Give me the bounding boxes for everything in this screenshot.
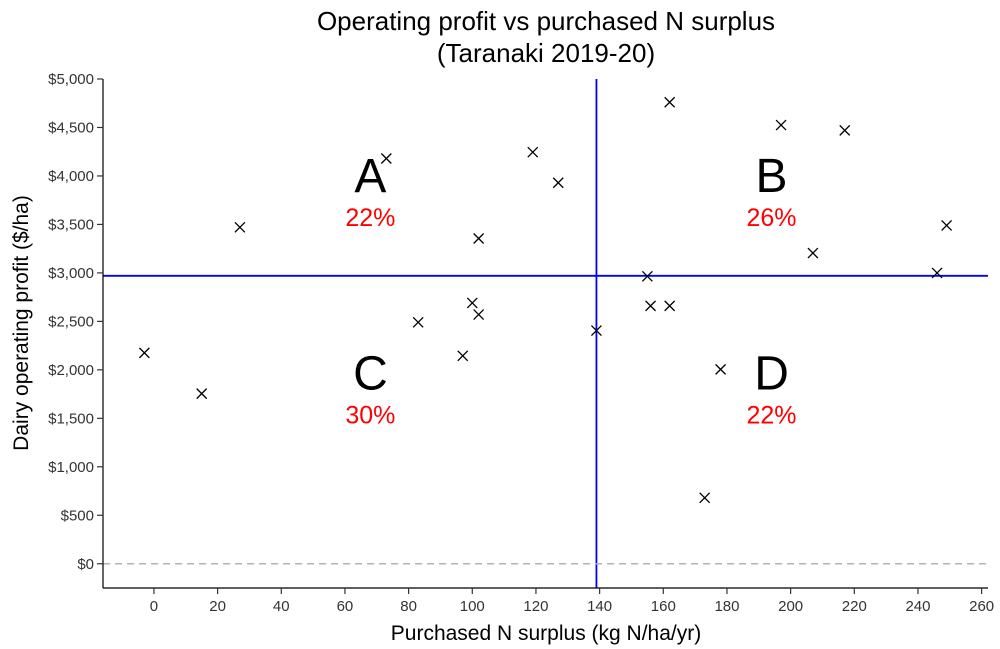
quadrant-percent: 22% bbox=[345, 204, 395, 232]
data-point bbox=[715, 363, 727, 375]
x-tick-label: 140 bbox=[587, 598, 612, 615]
quadrant-labels: A22%B26%C30%D22% bbox=[345, 150, 796, 430]
y-tick-label: $0 bbox=[77, 556, 94, 573]
y-tick-label: $500 bbox=[61, 507, 94, 524]
x-tick-label: 40 bbox=[273, 598, 290, 615]
data-point bbox=[466, 297, 478, 309]
data-points bbox=[138, 96, 953, 504]
data-point bbox=[552, 177, 564, 189]
data-point bbox=[775, 119, 787, 131]
quadrant-letter: C bbox=[353, 348, 388, 401]
x-tick-label: 60 bbox=[337, 598, 354, 615]
data-point bbox=[412, 316, 424, 328]
quadrant-percent: 22% bbox=[747, 402, 797, 430]
data-point bbox=[645, 300, 657, 312]
data-point bbox=[807, 247, 819, 259]
x-tick-label: 80 bbox=[400, 598, 417, 615]
x-tick-label: 200 bbox=[778, 598, 803, 615]
y-tick-label: $3,000 bbox=[48, 265, 94, 282]
y-tick-label: $2,000 bbox=[48, 362, 94, 379]
quadrant-percent: 26% bbox=[747, 204, 797, 232]
data-point bbox=[641, 270, 653, 282]
x-tick-label: 180 bbox=[714, 598, 739, 615]
data-point bbox=[380, 153, 392, 164]
x-axis: 0 20 40 60 80 100 120 140 160 180 200 220 240 260 bbox=[103, 587, 994, 615]
quadrant-letter: A bbox=[354, 150, 386, 203]
x-tick-label: 240 bbox=[905, 598, 930, 615]
data-point bbox=[473, 233, 485, 244]
chart-title-line-2: (Taranaki 2019-20) bbox=[437, 38, 655, 68]
x-tick-label: 120 bbox=[523, 598, 548, 615]
y-tick-label: $4,000 bbox=[48, 168, 94, 185]
x-tick-label: 20 bbox=[209, 598, 226, 615]
data-point bbox=[234, 221, 246, 233]
data-point bbox=[941, 219, 953, 231]
data-point bbox=[527, 146, 539, 158]
x-tick-label: 160 bbox=[651, 598, 676, 615]
reference-lines bbox=[103, 79, 988, 588]
x-axis-title: Purchased N surplus (kg N/ha/yr) bbox=[391, 622, 701, 645]
y-tick-label: $4,500 bbox=[48, 119, 94, 136]
chart-title-line-1: Operating profit vs purchased N surplus bbox=[317, 6, 775, 36]
quadrant-percent: 30% bbox=[345, 402, 395, 430]
quadrant-letter: D bbox=[754, 348, 789, 401]
y-tick-label: $1,500 bbox=[48, 410, 94, 427]
data-point bbox=[839, 124, 851, 136]
data-point bbox=[138, 347, 150, 359]
data-point bbox=[457, 350, 469, 362]
data-point bbox=[473, 309, 485, 321]
x-tick-label: 220 bbox=[842, 598, 867, 615]
x-tick-label: 0 bbox=[150, 598, 158, 615]
y-axis: $0 $500 $1,000 $1,500 $2,000 $2,500 $3,000 $3,5… bbox=[48, 71, 104, 588]
y-tick-label: $5,000 bbox=[48, 71, 94, 88]
data-point bbox=[664, 300, 676, 312]
y-tick-label: $3,500 bbox=[48, 216, 94, 233]
data-point bbox=[699, 492, 711, 504]
data-point bbox=[590, 325, 602, 337]
data-point bbox=[664, 96, 676, 108]
data-point bbox=[196, 388, 208, 400]
x-tick-label: 260 bbox=[969, 598, 994, 615]
y-tick-label: $1,000 bbox=[48, 459, 94, 476]
data-point bbox=[931, 267, 943, 279]
quadrant-letter: B bbox=[756, 150, 788, 203]
y-axis-title: Dairy operating profit ($/ha) bbox=[10, 195, 33, 451]
x-tick-label: 100 bbox=[460, 598, 485, 615]
y-tick-label: $2,500 bbox=[48, 313, 94, 330]
